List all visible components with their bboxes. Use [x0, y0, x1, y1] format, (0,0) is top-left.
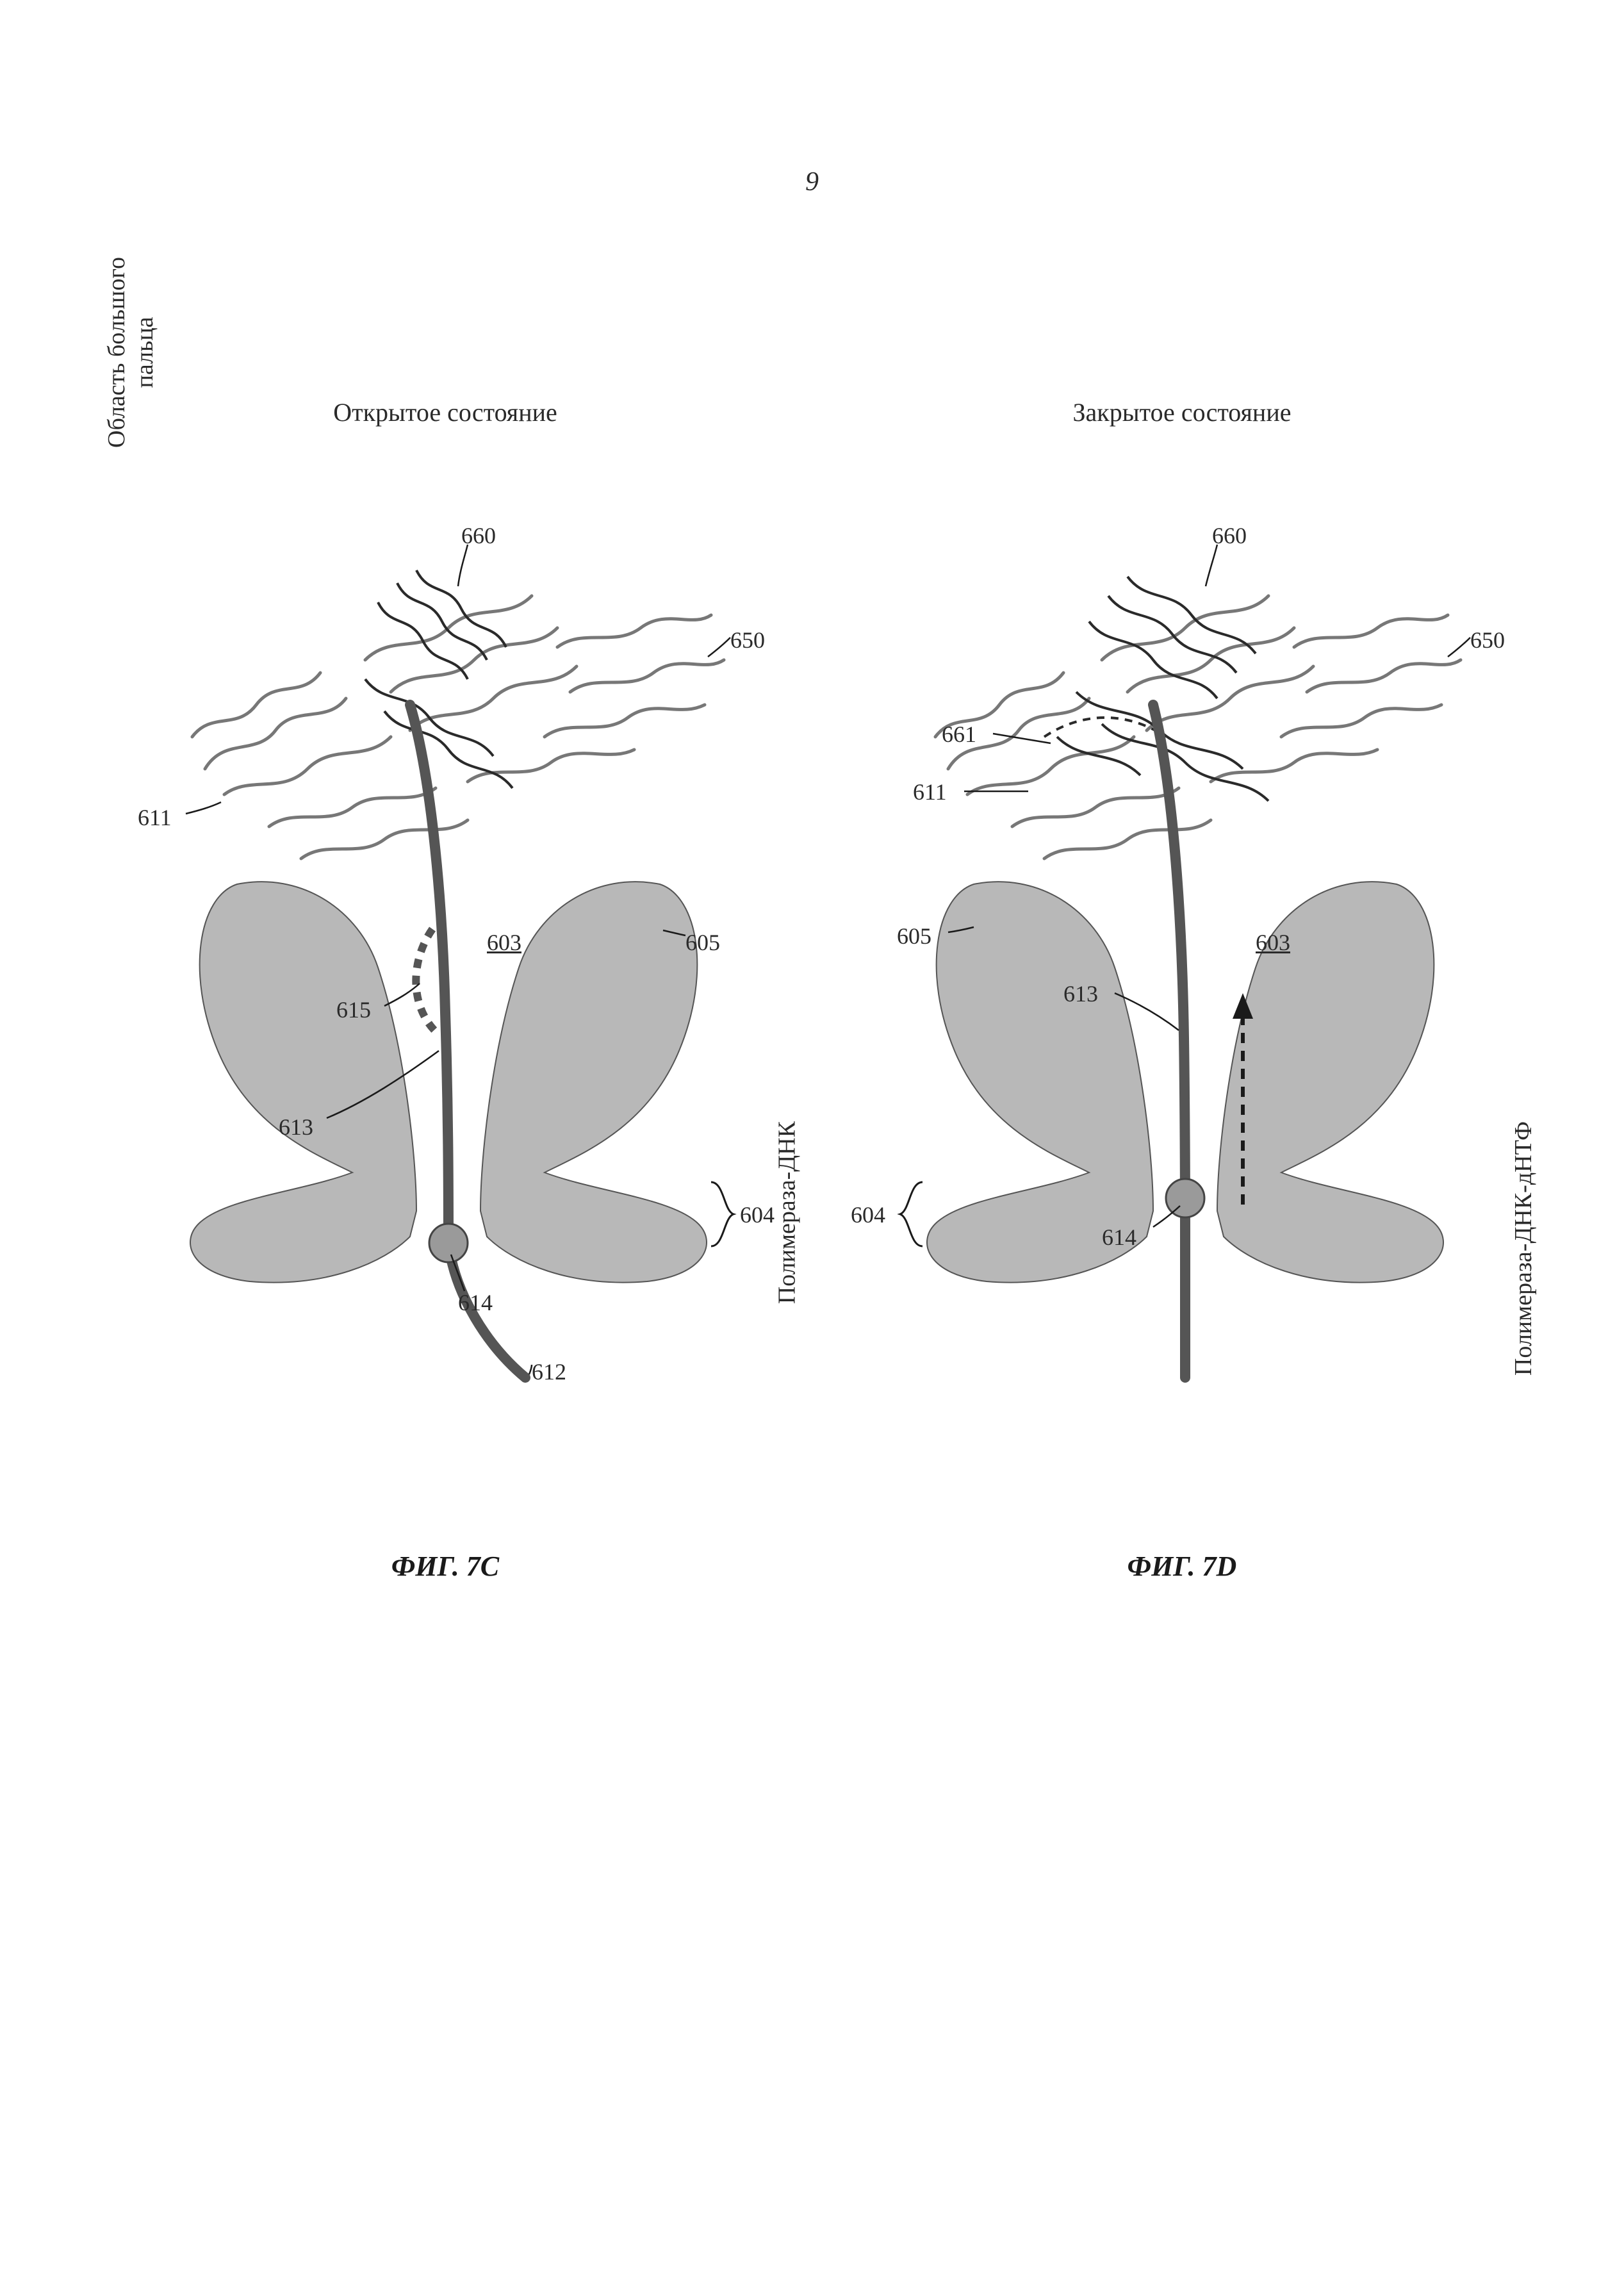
ref-650: 650 — [730, 627, 765, 654]
page-number: 9 — [805, 167, 819, 197]
ref-612: 612 — [532, 1358, 566, 1385]
ref-613: 613 — [279, 1114, 313, 1140]
ref-661: 661 — [942, 721, 976, 748]
brace-604 — [711, 1182, 734, 1246]
figure-7d-diagram — [846, 436, 1518, 1429]
ref-614: 614 — [458, 1289, 493, 1316]
brace-604 — [900, 1182, 923, 1246]
ref-611: 611 — [913, 778, 947, 805]
ref-605: 605 — [685, 929, 720, 956]
ref-660: 660 — [461, 522, 496, 549]
figures-row: Открытое состояние Область большого паль… — [109, 397, 1518, 1499]
figure-7d-caption: ФИГ. 7D — [1128, 1550, 1237, 1583]
nanopore-left-lobe — [190, 882, 416, 1282]
nanopore-right-lobe — [1217, 882, 1443, 1282]
ref-650: 650 — [1470, 627, 1505, 654]
thumb-domain-label: Область большого пальца — [103, 256, 159, 449]
motor-protein — [1166, 1179, 1204, 1217]
ref-614: 614 — [1102, 1224, 1136, 1251]
polymerase-ribbon-cloud — [192, 570, 724, 859]
ref-604: 604 — [851, 1201, 885, 1228]
figure-7c-panel: Открытое состояние Область большого паль… — [109, 397, 782, 1499]
thumb-domain-label-line1: Область большого — [103, 257, 130, 448]
dna-strand — [1153, 705, 1185, 1378]
polymerase-ribbon-cloud — [935, 577, 1461, 859]
nanopore-left-lobe — [927, 882, 1153, 1282]
ref-605: 605 — [897, 923, 931, 950]
dna-loop-615 — [416, 929, 436, 1032]
figure-7c-caption: ФИГ. 7C — [391, 1550, 499, 1583]
ref-660: 660 — [1212, 522, 1247, 549]
motor-protein — [429, 1224, 468, 1262]
ref-604: 604 — [740, 1201, 775, 1228]
ref-603: 603 — [1256, 929, 1290, 956]
figure-7d-panel: Закрытое состояние Полимераза-ДНК-дНТФ — [846, 397, 1518, 1499]
ref-613: 613 — [1063, 980, 1098, 1007]
ref-603: 603 — [487, 929, 521, 956]
thumb-domain-label-line2: пальца — [131, 256, 159, 449]
figure-7c-title: Открытое состояние — [333, 397, 557, 427]
figure-7c-diagram — [109, 436, 782, 1429]
figure-7d-title: Закрытое состояние — [1073, 397, 1292, 427]
ref-615: 615 — [336, 996, 371, 1023]
ref-611: 611 — [138, 804, 172, 831]
